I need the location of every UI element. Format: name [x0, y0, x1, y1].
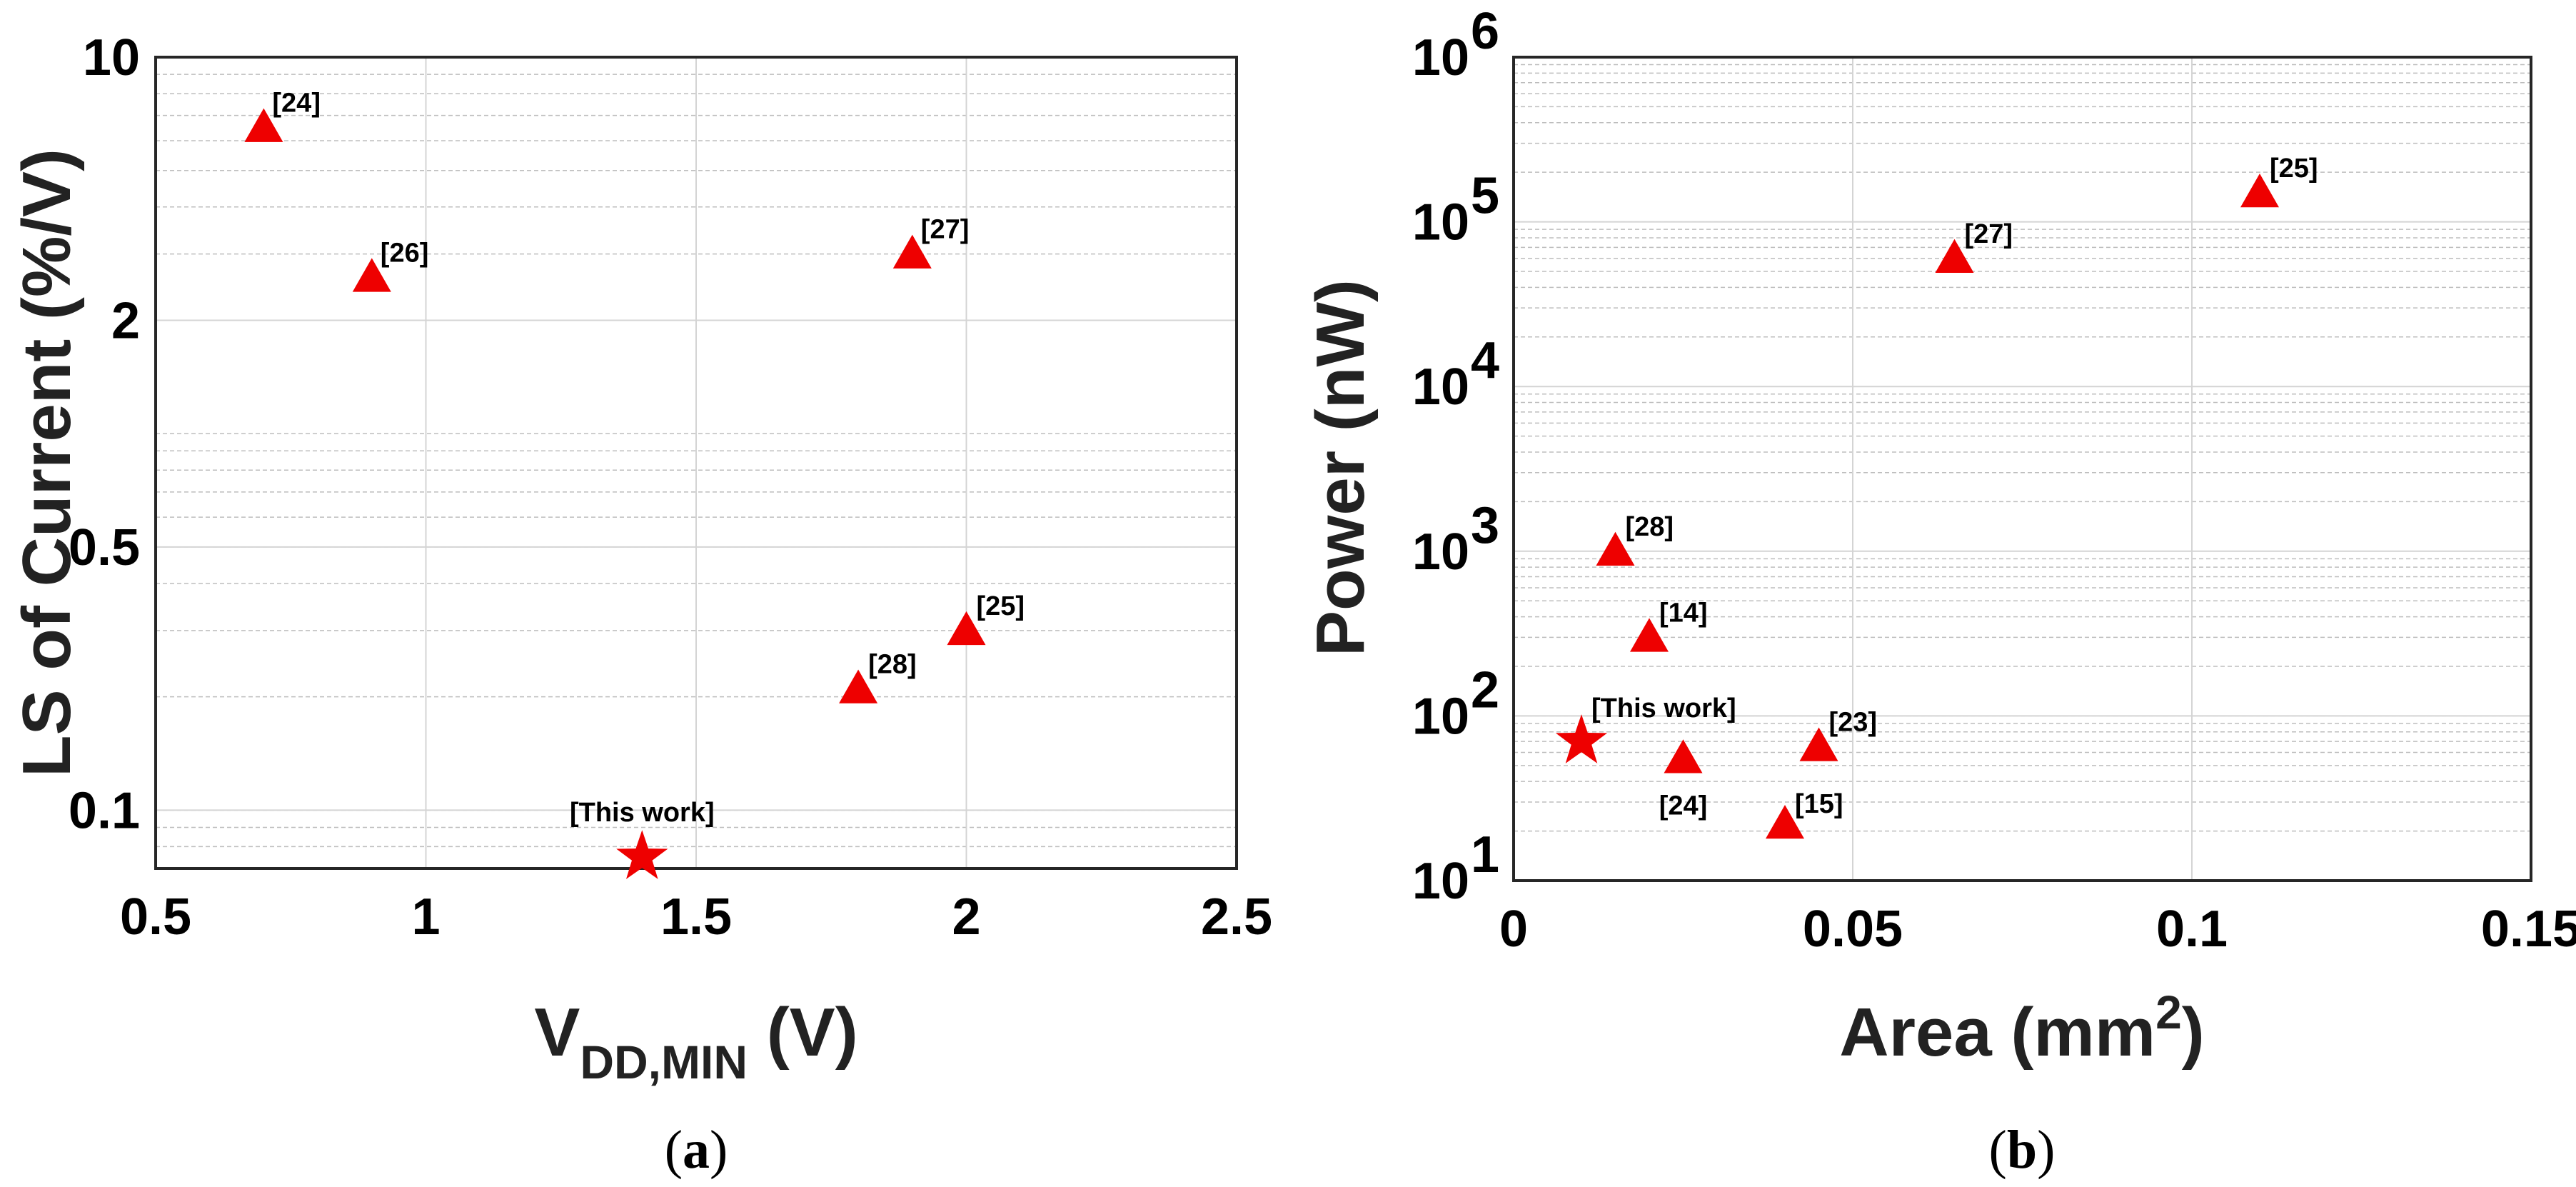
- chart-a-point-26: [352, 258, 391, 292]
- chart-b-ylabel: Power (nW): [1302, 279, 1379, 656]
- chart-b-point-23: [1799, 727, 1838, 761]
- chart-b-point-27: [1935, 239, 1974, 274]
- chart-b-point-label-thiswork: [This work]: [1591, 693, 1736, 723]
- chart-b-y-tick-exponent: 5: [1471, 168, 1499, 225]
- chart-b-y-tick-exponent: 3: [1471, 497, 1499, 554]
- chart-a-point-label-24: [24]: [272, 89, 321, 119]
- chart-b-grid: [1513, 56, 2532, 881]
- chart-b-x-tick-label: 0: [1499, 901, 1528, 958]
- chart-a-caption-letter: a: [683, 1120, 710, 1180]
- chart-b-point-thiswork: [1555, 714, 1608, 763]
- chart-a-point-28: [839, 669, 878, 703]
- chart-b-point-label-28: [28]: [1626, 512, 1674, 542]
- chart-a-x-tick-label: 2.5: [1201, 888, 1272, 946]
- chart-b-x-tick-label: 0.15: [2481, 901, 2576, 958]
- chart-b-point-label-27: [27]: [1965, 219, 2013, 249]
- chart-b-x-tick-label: 0.05: [1803, 901, 1903, 958]
- chart-b-caption: (b): [1989, 1120, 2056, 1180]
- chart-a-x-tick-label: 1: [411, 888, 440, 946]
- chart-a-point-25: [947, 611, 986, 646]
- chart-b-point-label-25: [25]: [2270, 154, 2318, 184]
- chart-a-x-tick-label: 0.5: [120, 888, 191, 946]
- chart-a-point-label-thiswork: [This work]: [570, 798, 715, 828]
- chart-b: 10 110 210 310 410 510 60 0.05 0.1 0.15 [25][27][…: [1302, 3, 2576, 1180]
- chart-b-y-tick-label: 10: [1412, 194, 1469, 251]
- chart-b-y-tick-exponent: 2: [1471, 661, 1499, 718]
- chart-a-xlabel-unit: (V): [748, 994, 858, 1071]
- chart-b-y-tick-exponent: 6: [1471, 3, 1499, 60]
- chart-b-points: [25] [27] [28] [14] [23] [24] [15] [This work]: [1555, 154, 2318, 839]
- chart-b-y-tick-label: 10: [1412, 688, 1469, 745]
- chart-b-point-28: [1596, 531, 1635, 566]
- chart-a-y-tick-label: 0.1: [69, 782, 140, 839]
- chart-a-ticks: 0.1 0.5 2 10 0.5 1 1.5 2 2.5: [69, 29, 1272, 946]
- chart-a-point-thiswork: [616, 830, 668, 879]
- chart-b-y-tick-exponent: 4: [1471, 332, 1499, 389]
- chart-a-xlabel: VDD,MIN (V): [534, 994, 857, 1088]
- chart-a-frame: [154, 56, 1238, 870]
- chart-b-point-25: [2240, 173, 2279, 208]
- chart-a-ylabel: LS of Current (%/V): [9, 149, 85, 777]
- chart-b-point-label-24: [24]: [1659, 791, 1708, 821]
- chart-b-y-tick-exponent: 1: [1471, 826, 1499, 883]
- chart-b-ticks: 10 110 210 310 410 510 60 0.05 0.1 0.15: [1412, 3, 2576, 958]
- chart-a-point-27: [892, 234, 932, 269]
- chart-b-xlabel-sup: 2: [2155, 986, 2182, 1038]
- chart-a-grid: [155, 56, 1237, 869]
- chart-a-point-label-27: [27]: [921, 215, 970, 245]
- chart-b-xlabel-end: ): [2182, 994, 2205, 1071]
- chart-a-y-tick-label: 10: [83, 29, 140, 86]
- chart-b-y-tick-label: 10: [1412, 359, 1469, 416]
- chart-a-points: [24] [26] [27] [25] [28] [This work]: [244, 89, 1025, 879]
- chart-a-x-tick-label: 2: [952, 888, 980, 946]
- chart-b-point-24: [1664, 739, 1703, 773]
- chart-b-caption-letter: b: [2007, 1120, 2037, 1180]
- chart-a-point-label-28: [28]: [868, 649, 917, 679]
- chart-b-point-label-14: [14]: [1659, 598, 1708, 628]
- chart-b-x-tick-label: 0.1: [2156, 901, 2228, 958]
- chart-b-y-tick-label: 10: [1412, 853, 1469, 910]
- chart-a-x-tick-label: 1.5: [660, 888, 732, 946]
- chart-b-frame: [1512, 56, 2532, 882]
- chart-b-xlabel: Area (mm2): [1839, 986, 2205, 1071]
- chart-b-y-tick-label: 10: [1412, 524, 1469, 581]
- chart-a-xlabel-sub: DD,MIN: [580, 1036, 748, 1088]
- chart-b-y-tick-label: 10: [1412, 29, 1469, 86]
- chart-b-point-label-15: [15]: [1795, 789, 1843, 819]
- chart-b-point-15: [1766, 805, 1804, 839]
- chart-a-xlabel-main: V: [534, 994, 580, 1071]
- chart-a-point-label-25: [25]: [977, 591, 1025, 621]
- chart-a: 0.1 0.5 2 10 0.5 1 1.5 2 2.5 [24] [26] [27] [25] [28…: [9, 29, 1272, 1180]
- chart-a-y-tick-label: 2: [111, 292, 140, 349]
- chart-a-y-tick-label: 0.5: [69, 519, 140, 576]
- chart-a-caption: (a): [665, 1120, 728, 1180]
- chart-b-xlabel-main: Area (mm: [1839, 994, 2155, 1071]
- chart-b-point-14: [1630, 618, 1669, 652]
- chart-b-point-label-23: [23]: [1829, 708, 1878, 738]
- chart-a-point-label-26: [26]: [381, 238, 429, 268]
- chart-a-point-24: [244, 108, 283, 142]
